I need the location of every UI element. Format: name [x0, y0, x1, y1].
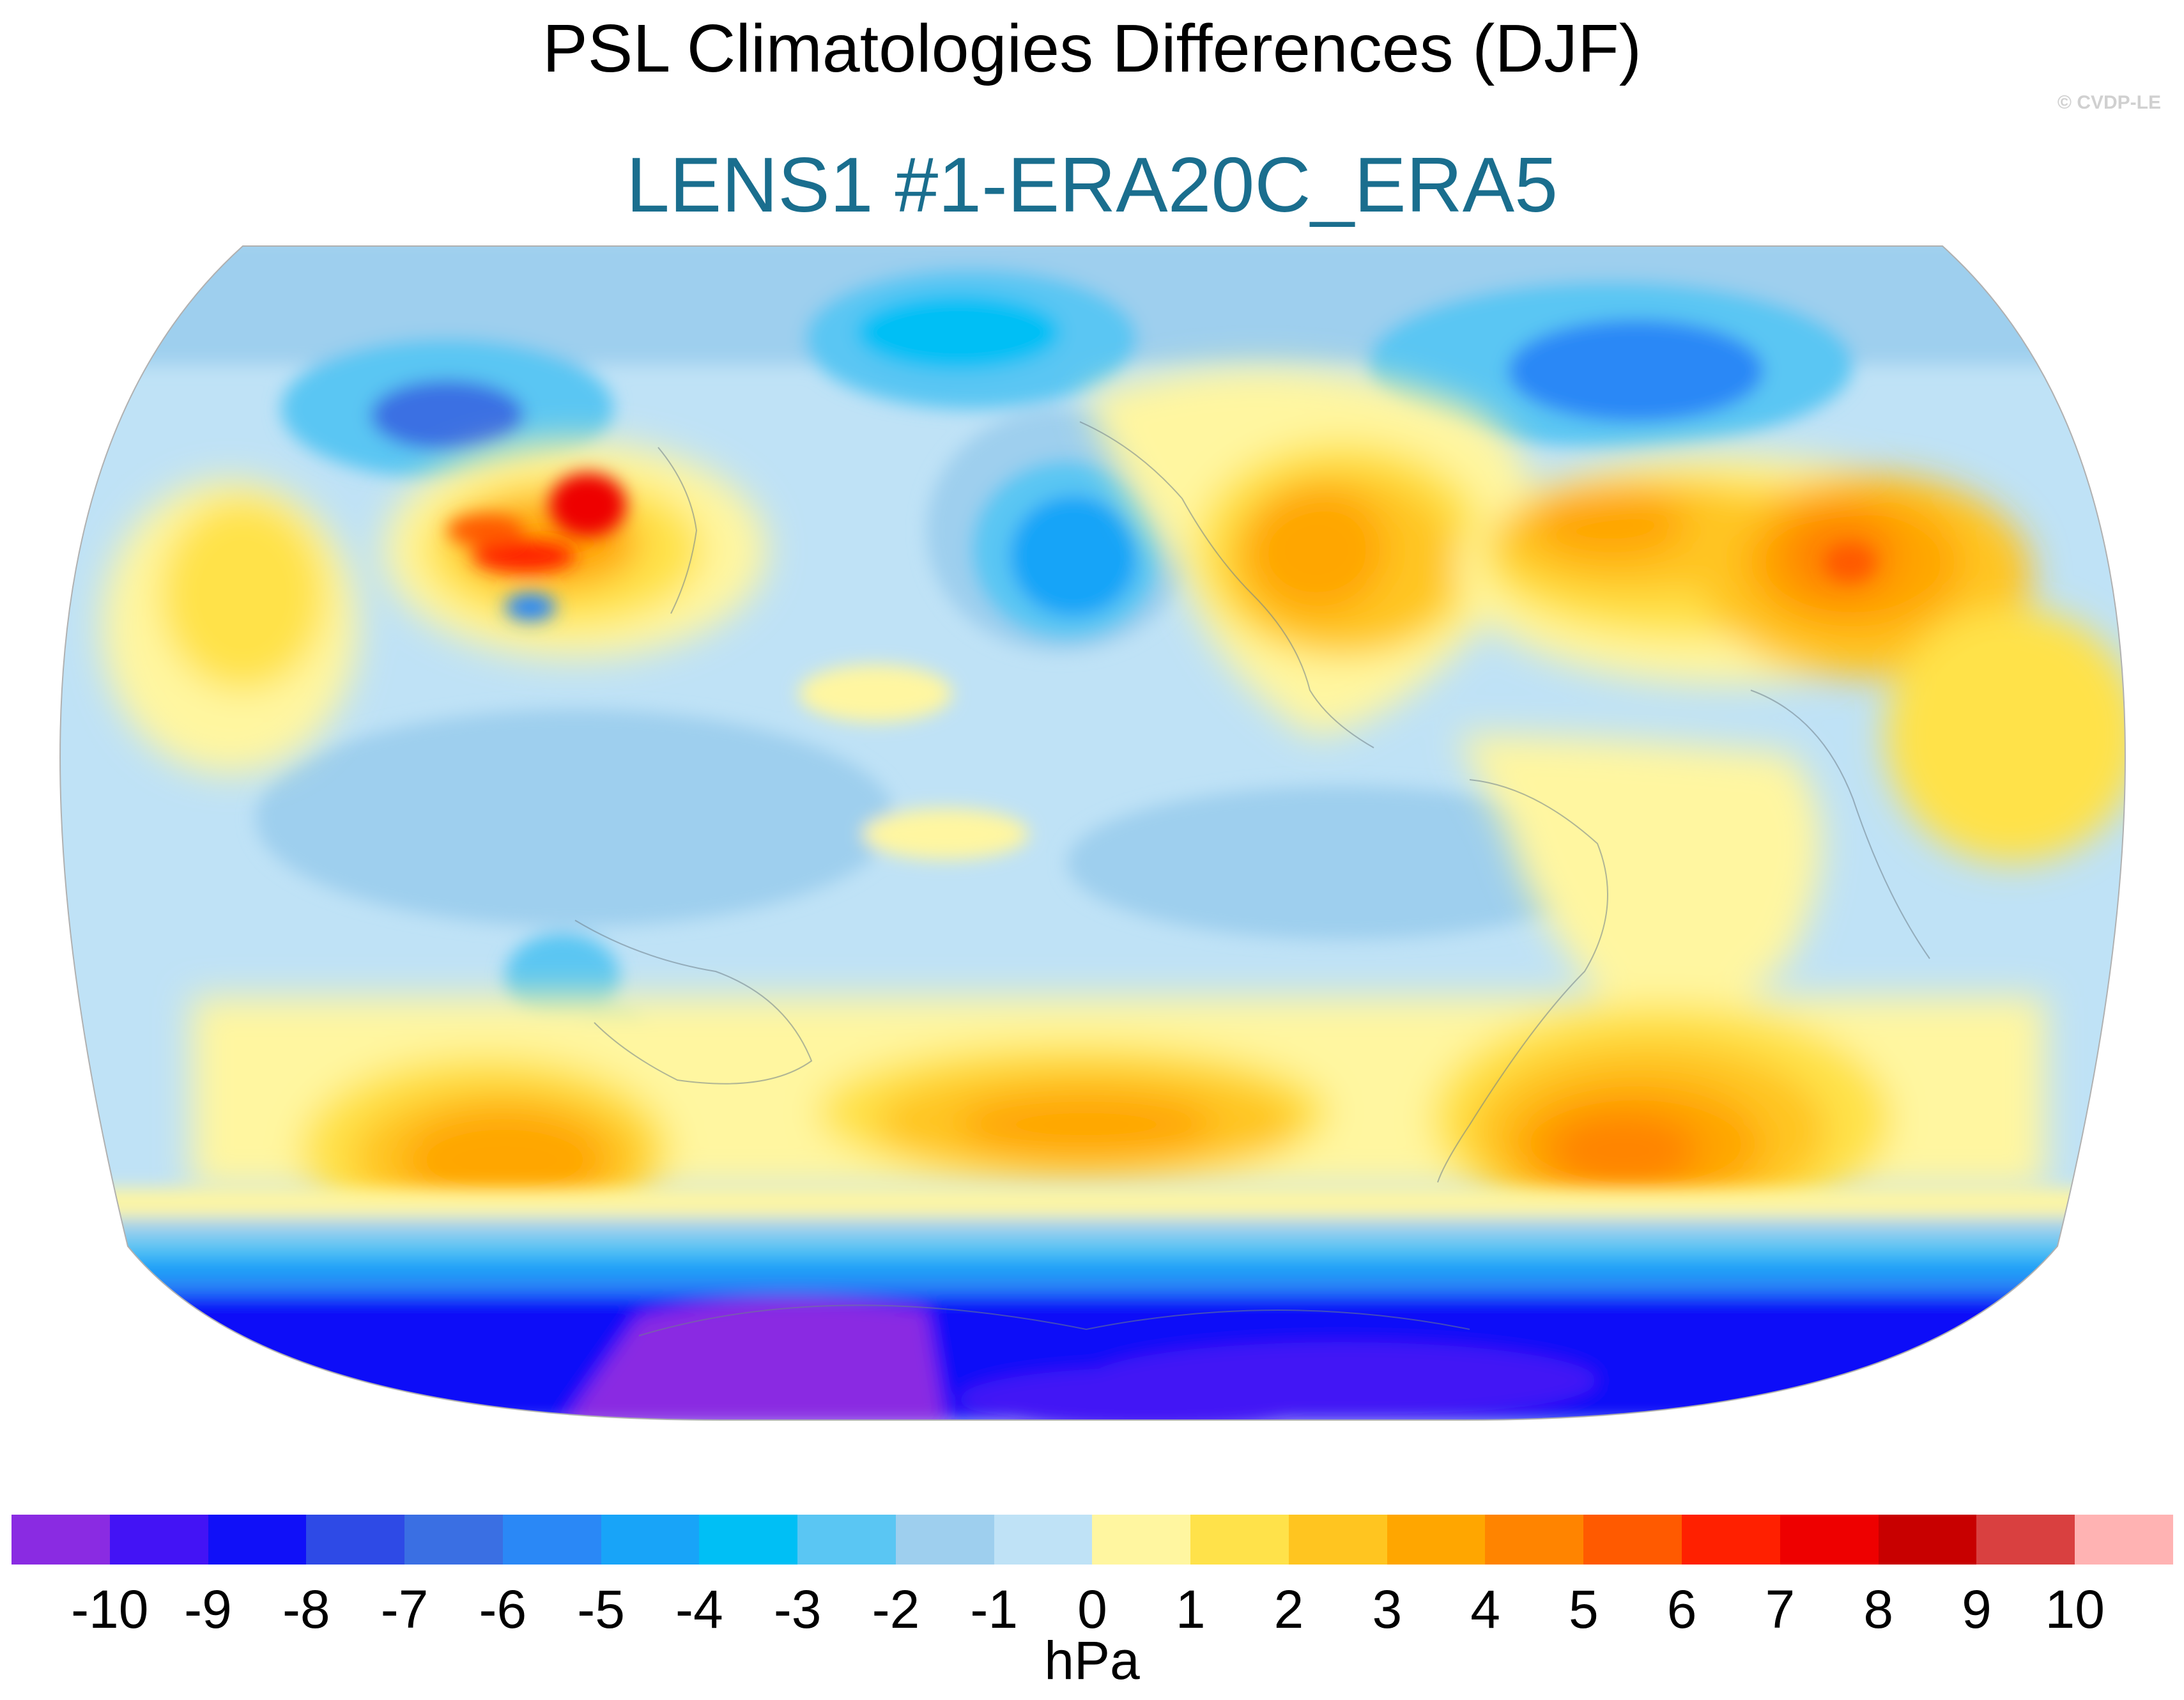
colorbar-tick-label: -3	[773, 1579, 822, 1639]
colorbar-swatch	[1780, 1515, 1879, 1565]
colorbar-tick-label: 7	[1765, 1579, 1796, 1639]
credit-watermark: © CVDP-LE	[2057, 92, 2161, 113]
colorbar-tick-label: 9	[1962, 1579, 1992, 1639]
colorbar-tick-label: -8	[282, 1579, 330, 1639]
colorbar-tick-label: -10	[71, 1579, 149, 1639]
colorbar-tick-label: -1	[970, 1579, 1019, 1639]
figure-title: PSL Climatologies Differences (DJF)	[542, 11, 1642, 86]
colorbar-tick-label: 8	[1863, 1579, 1894, 1639]
colorbar-tick-label: 1	[1175, 1579, 1206, 1639]
colorbar-tick-label: 0	[1077, 1579, 1107, 1639]
colorbar-swatch	[1288, 1515, 1387, 1565]
colorbar-swatch	[1387, 1515, 1486, 1565]
colorbar-tick-label: 3	[1372, 1579, 1403, 1639]
colorbar-swatch	[1485, 1515, 1584, 1565]
colorbar-swatch	[994, 1515, 1093, 1565]
colorbar-tick-label: -2	[872, 1579, 920, 1639]
colorbar	[12, 1515, 2173, 1565]
globe-outline	[59, 245, 2126, 1421]
colorbar-tick-label: -5	[577, 1579, 625, 1639]
colorbar-swatch	[797, 1515, 896, 1565]
colorbar-tick-label: -6	[479, 1579, 527, 1639]
colorbar-swatch	[1583, 1515, 1682, 1565]
colorbar-swatch	[1092, 1515, 1191, 1565]
colorbar-tick-label: 2	[1273, 1579, 1304, 1639]
colorbar-swatch	[2075, 1515, 2173, 1565]
colorbar-swatch	[1190, 1515, 1289, 1565]
colorbar-swatch	[1976, 1515, 2075, 1565]
coastlines	[574, 421, 1930, 1336]
colorbar-swatch	[306, 1515, 405, 1565]
psl-difference-map	[59, 245, 2126, 1421]
colorbar-swatch	[502, 1515, 601, 1565]
colorbar-swatch	[404, 1515, 503, 1565]
figure-subtitle: LENS1 #1-ERA20C_ERA5	[626, 141, 1558, 228]
colorbar-tick-label: -9	[184, 1579, 232, 1639]
colorbar-swatch	[895, 1515, 994, 1565]
colorbar-swatch	[601, 1515, 700, 1565]
colorbar-unit-label: hPa	[1044, 1630, 1140, 1690]
colorbar-tick-label: 5	[1569, 1579, 1599, 1639]
colorbar-tick-label: 10	[2045, 1579, 2105, 1639]
colorbar-swatch	[12, 1515, 110, 1565]
colorbar-swatch	[208, 1515, 307, 1565]
colorbar-tick-label: 6	[1666, 1579, 1697, 1639]
colorbar-tick-label: -7	[380, 1579, 429, 1639]
colorbar-swatch	[109, 1515, 208, 1565]
colorbar-swatch	[1878, 1515, 1977, 1565]
colorbar-tick-label: -4	[675, 1579, 723, 1639]
colorbar-swatch	[699, 1515, 798, 1565]
colorbar-swatch	[1682, 1515, 1780, 1565]
colorbar-tick-label: 4	[1470, 1579, 1500, 1639]
